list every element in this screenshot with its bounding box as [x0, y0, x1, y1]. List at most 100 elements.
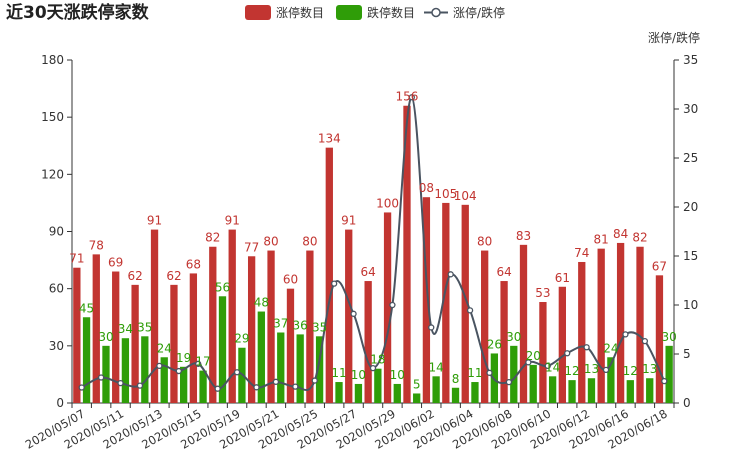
bar-label-down: 10: [351, 368, 366, 382]
bar-label-down: 13: [584, 362, 599, 376]
ratio-point: [350, 310, 357, 317]
bar-up: [267, 250, 275, 403]
bar-up: [189, 273, 198, 403]
bar-label-down: 30: [661, 330, 676, 344]
bar-label-up: 105: [434, 187, 457, 201]
bar-down: [102, 345, 110, 403]
ratio-point: [641, 338, 649, 345]
y-tick-label: 30: [49, 339, 64, 353]
ratio-point: [602, 366, 610, 374]
bar-down: [335, 382, 343, 403]
bar-up: [558, 286, 566, 403]
bar-up: [442, 202, 450, 403]
y2-tick-label: 25: [683, 151, 698, 165]
bar-label-down: 11: [467, 366, 482, 380]
bar-down: [393, 383, 401, 403]
legend-item-ratio[interactable]: 涨停/跌停: [424, 5, 505, 20]
bar-label-up: 62: [127, 269, 142, 283]
bar-up: [655, 275, 664, 403]
bar-label-down: 20: [526, 349, 541, 363]
legend-label-down: 跌停数目: [367, 5, 415, 20]
bar-up: [500, 281, 508, 403]
ratio-point: [622, 331, 629, 338]
ratio-point: [583, 344, 590, 351]
bar-down: [665, 345, 673, 403]
bar-labels: 71 45 78 30 69 34 62 35 91 24 62 19 68 17 82 56 91 29 77 48…: [69, 90, 677, 392]
y-tick-label: 120: [41, 167, 64, 181]
bar-label-down: 36: [293, 318, 308, 332]
ratio-point: [292, 383, 299, 390]
bar-label-down: 48: [254, 296, 269, 310]
bar-down: [180, 366, 188, 403]
bar-up: [325, 147, 333, 403]
bar-label-up: 64: [361, 265, 376, 279]
ratio-point: [156, 362, 163, 370]
bar-up: [481, 250, 489, 403]
ratio-point: [447, 271, 454, 278]
bar-down: [374, 368, 382, 403]
legend-item-down[interactable]: 跌停数目: [336, 5, 415, 20]
bar-up: [209, 246, 217, 403]
bar-label-down: 18: [370, 353, 385, 367]
ratio-point: [331, 280, 338, 287]
bar-up: [306, 250, 314, 403]
bar-label-down: 56: [215, 280, 230, 294]
legend-swatch-up: [245, 5, 271, 20]
bar-label-down: 37: [273, 316, 288, 330]
legend-item-up[interactable]: 涨停数目: [245, 5, 324, 20]
y-tick-label: 60: [49, 282, 64, 296]
ratio-point: [369, 364, 377, 372]
bar-label-up: 08: [419, 181, 434, 195]
bar-label-down: 10: [390, 368, 405, 382]
bar-up: [131, 284, 139, 403]
bars: [73, 105, 673, 403]
bar-label-down: 14: [545, 360, 560, 374]
bar-label-up: 91: [341, 214, 356, 228]
bar-up: [345, 229, 353, 403]
y-tick-label: 90: [49, 225, 64, 239]
bar-label-up: 64: [496, 265, 511, 279]
ratio-point: [408, 94, 415, 101]
bar-down: [568, 380, 576, 403]
bar-down: [160, 357, 168, 403]
ratio-point: [272, 378, 280, 385]
bar-label-down: 24: [603, 341, 618, 355]
bar-down: [607, 357, 615, 403]
bar-label-up: 91: [147, 214, 162, 228]
bar-down: [121, 338, 130, 403]
bar-down: [296, 334, 304, 403]
legend-label-ratio: 涨停/跌停: [453, 5, 505, 20]
ratio-point: [136, 382, 144, 389]
bar-label-up: 91: [225, 214, 240, 228]
ratio-point: [78, 384, 85, 391]
bar-up: [519, 244, 528, 403]
bar-label-down: 45: [79, 301, 94, 315]
y2-tick-label: 15: [683, 249, 698, 263]
bar-up: [364, 281, 372, 403]
ratio-point: [175, 367, 182, 375]
ratio-point: [117, 379, 124, 387]
bar-up: [403, 105, 411, 403]
ratio-point: [389, 301, 396, 309]
bar-up: [616, 242, 625, 403]
legend: 涨停数目 跌停数目 涨停/跌停: [245, 5, 505, 20]
ratio-point: [564, 350, 571, 357]
bar-label-down: 14: [428, 360, 443, 374]
bar-label-up: 74: [574, 246, 589, 260]
bar-label-up: 134: [318, 132, 341, 146]
ratio-point: [486, 369, 493, 376]
ratio-point: [505, 378, 513, 386]
ratio-point: [233, 369, 241, 376]
bar-label-up: 82: [205, 231, 220, 245]
y-tick-label: 180: [41, 53, 64, 67]
y2-tick-label: 0: [683, 396, 691, 410]
bar-label-up: 60: [283, 273, 298, 287]
ratio-point: [544, 362, 551, 370]
ratio-point: [466, 307, 474, 314]
bar-label-up: 80: [263, 235, 278, 249]
bar-down: [354, 383, 363, 403]
ratio-point: [525, 359, 532, 366]
bar-down: [587, 378, 596, 403]
ratio-point: [214, 385, 221, 392]
bar-label-down: 30: [506, 330, 521, 344]
